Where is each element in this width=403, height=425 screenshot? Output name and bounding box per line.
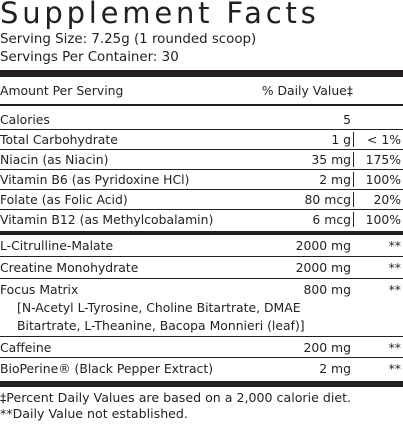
row-divider [0, 189, 403, 190]
nutrient-name: Calories [0, 112, 50, 127]
row-divider [0, 149, 403, 150]
row-divider [0, 209, 403, 210]
focus-matrix-ingredients-line: [N-Acetyl L-Tyrosine, Choline Bitartrate… [17, 300, 301, 315]
serving-size: Serving Size: 7.25g (1 rounded scoop) [0, 32, 257, 47]
amount-per-serving-label: Amount Per Serving [0, 83, 124, 98]
column-separator [353, 172, 354, 187]
nutrient-name: Folate (as Folic Acid) [0, 192, 128, 207]
ingredient-amount: 2 mg [319, 361, 351, 376]
nutrient-amount: 5 [343, 112, 351, 127]
nutrient-amount: 80 mcg [304, 192, 351, 207]
ingredient-amount: 2000 mg [295, 260, 351, 275]
ingredient-daily-value: ** [388, 260, 401, 275]
nutrient-amount: 6 mcg [312, 212, 351, 227]
ingredient-daily-value: ** [388, 282, 401, 297]
ingredient-name: BioPerine® (Black Pepper Extract) [0, 361, 214, 376]
ingredient-daily-value: ** [388, 238, 401, 253]
row-divider [0, 169, 403, 170]
ingredient-amount: 200 mg [303, 340, 351, 355]
ingredient-daily-value: ** [388, 340, 401, 355]
daily-value-footnote: ‡Percent Daily Values are based on a 2,0… [0, 390, 352, 405]
nutrient-name: Niacin (as Niacin) [0, 152, 109, 167]
not-established-footnote: **Daily Value not established. [0, 406, 188, 421]
nutrient-amount: 35 mg [311, 152, 351, 167]
row-divider [0, 278, 403, 279]
row-divider [0, 336, 403, 337]
row-divider [0, 256, 403, 257]
nutrient-amount: 2 mg [319, 172, 351, 187]
nutrient-daily-value: 100% [365, 172, 401, 187]
nutrient-name: Total Carbohydrate [0, 132, 118, 147]
thick-divider [0, 381, 403, 387]
nutrient-daily-value: < 1% [367, 132, 401, 147]
ingredient-amount: 800 mg [303, 282, 351, 297]
nutrient-name: Vitamin B12 (as Methylcobalamin) [0, 212, 214, 227]
row-divider [0, 129, 403, 130]
section-divider [0, 231, 403, 235]
nutrient-daily-value: 20% [373, 192, 401, 207]
nutrient-amount: 1 g [331, 132, 351, 147]
column-separator [353, 212, 354, 227]
thick-divider [0, 70, 403, 77]
nutrient-daily-value: 100% [365, 212, 401, 227]
ingredient-daily-value: ** [388, 361, 401, 376]
row-divider [0, 357, 403, 358]
ingredient-amount: 2000 mg [295, 238, 351, 253]
focus-matrix-ingredients-line: Bitartrate, L-Theanine, Bacopa Monnieri … [17, 318, 305, 333]
daily-value-label: % Daily Value‡ [261, 83, 353, 98]
column-separator [353, 132, 354, 147]
ingredient-name: L-Citrulline-Malate [0, 238, 114, 253]
ingredient-name: Creatine Monohydrate [0, 260, 139, 275]
nutrient-name: Vitamin B6 (as Pyridoxine HCl) [0, 172, 190, 187]
nutrient-daily-value: 175% [365, 152, 401, 167]
column-separator [353, 192, 354, 207]
ingredient-name: Caffeine [0, 340, 52, 355]
servings-per-container: Servings Per Container: 30 [0, 50, 179, 65]
ingredient-name: Focus Matrix [0, 282, 79, 297]
column-separator [353, 152, 354, 167]
header-divider [0, 104, 403, 106]
panel-title: Supplement Facts [0, 0, 320, 30]
